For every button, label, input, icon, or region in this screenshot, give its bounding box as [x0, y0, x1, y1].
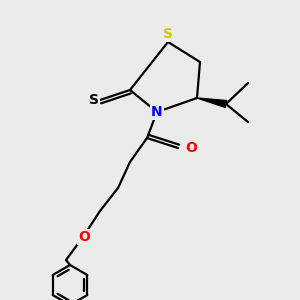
Text: N: N — [151, 105, 163, 119]
Text: O: O — [78, 230, 90, 244]
Text: S: S — [89, 93, 99, 107]
Polygon shape — [197, 98, 227, 107]
Text: O: O — [185, 141, 197, 155]
Text: S: S — [163, 27, 173, 41]
